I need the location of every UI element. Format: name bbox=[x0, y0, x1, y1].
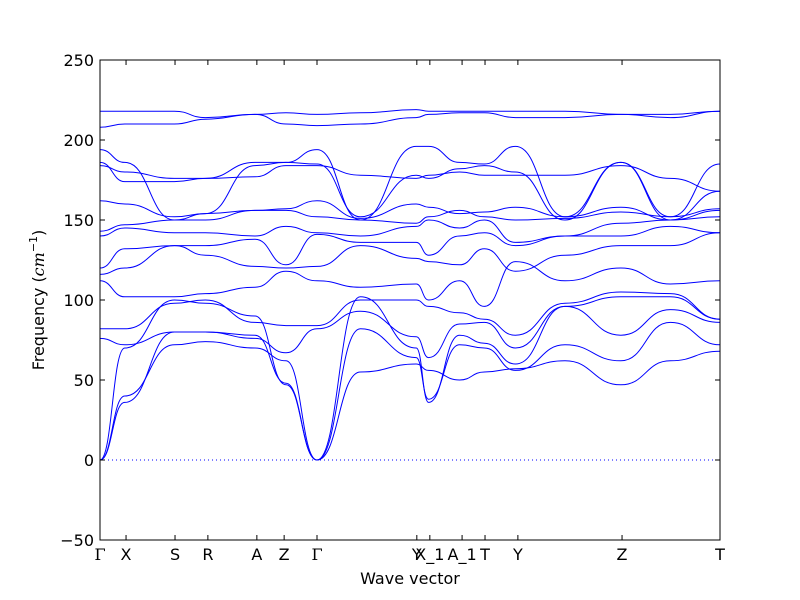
y-axis-label-unit: cm bbox=[29, 252, 48, 276]
y-axis-label: Frequency (cm−1) bbox=[27, 230, 48, 371]
x-tick-label: T bbox=[714, 545, 725, 564]
x-tick-label: S bbox=[170, 545, 180, 564]
y-tick-label: 50 bbox=[74, 371, 94, 390]
y-axis-label-text: Frequency ( bbox=[29, 276, 48, 370]
y-tick-label: 100 bbox=[63, 291, 94, 310]
x-tick-label: Γ bbox=[94, 545, 105, 564]
y-axis-label-close: ) bbox=[29, 230, 48, 236]
x-tick-label: Z bbox=[617, 545, 628, 564]
axis-ticks bbox=[99, 59, 721, 541]
y-axis-label-exponent: −1 bbox=[27, 236, 40, 252]
band-line-9 bbox=[99, 216, 721, 243]
band-line-10 bbox=[99, 208, 721, 232]
x-axis-label: Wave vector bbox=[360, 569, 460, 588]
y-tick-labels: −50 0 50 100 150 200 250 bbox=[60, 51, 94, 550]
band-line-16 bbox=[100, 109, 721, 119]
band-line-12 bbox=[99, 165, 721, 192]
band-line-6 bbox=[99, 261, 721, 307]
phonon-bands bbox=[99, 109, 721, 461]
x-tick-label: A_1 bbox=[448, 545, 477, 565]
x-tick-label: A bbox=[251, 545, 262, 564]
x-tick-label: Z bbox=[279, 545, 290, 564]
band-line-8 bbox=[99, 225, 721, 269]
band-line-5 bbox=[99, 291, 721, 336]
y-tick-label: 150 bbox=[63, 211, 94, 230]
x-tick-label: Γ bbox=[311, 545, 322, 564]
band-line-15 bbox=[99, 110, 721, 128]
x-tick-label: X_1 bbox=[415, 545, 444, 565]
x-tick-label: Y bbox=[411, 545, 422, 564]
band-line-4 bbox=[99, 296, 721, 359]
y-tick-label: 0 bbox=[84, 451, 94, 470]
band-line-14 bbox=[99, 145, 721, 221]
y-tick-label: −50 bbox=[60, 531, 94, 550]
y-tick-label: 250 bbox=[63, 51, 94, 70]
band-line-7 bbox=[99, 232, 721, 275]
band-line-11 bbox=[99, 200, 721, 221]
x-tick-labels: Γ X S R A Z Γ YX_1 A_1 T Y Z T bbox=[94, 545, 725, 565]
band-line-1 bbox=[99, 341, 721, 461]
x-tick-label: X bbox=[121, 545, 132, 564]
x-tick-label: R bbox=[202, 545, 213, 564]
y-tick-label: 200 bbox=[63, 131, 94, 150]
x-tick-label: T bbox=[479, 545, 490, 564]
x-tick-label: Y bbox=[512, 545, 523, 564]
